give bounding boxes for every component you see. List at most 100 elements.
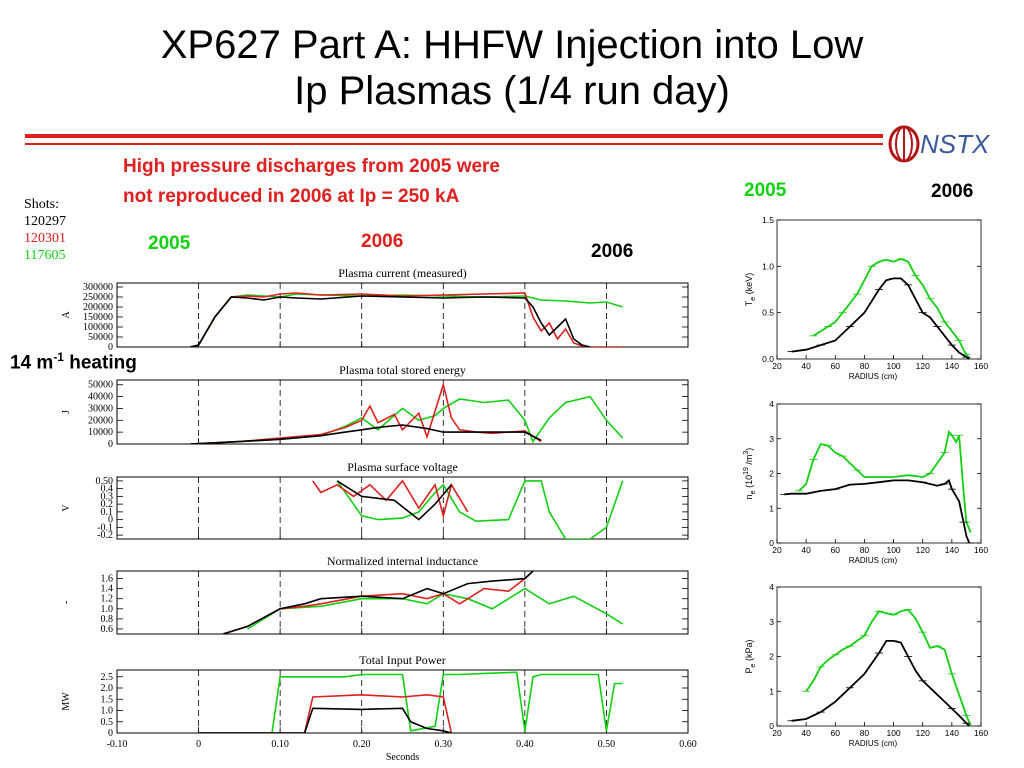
y-tick-label: 1.0 [762, 261, 774, 271]
label-2005-left: 2005 [148, 233, 191, 254]
y-tick-label: 2.0 [101, 683, 114, 694]
x-tick-label: 160 [974, 361, 988, 371]
x-tick-label: 60 [831, 545, 841, 555]
page-title: XP627 Part A: HHFW Injection into Low Ip… [0, 22, 1024, 114]
logo-text: NSTX [920, 129, 991, 159]
subtitle: High pressure discharges from 2005 were … [123, 152, 663, 212]
series-line-2 [198, 707, 452, 733]
time-panel-4: Total Input Power00.51.01.52.02.5MW-0.10… [61, 653, 697, 763]
series-line-1 [312, 479, 469, 519]
label-2006-profiles: 2006 [931, 181, 974, 202]
x-tick-label: 20 [772, 728, 782, 738]
panel-title: Normalized internal inductance [327, 554, 478, 568]
x-tick-label: 0.10 [271, 739, 289, 750]
x-tick-label: 20 [772, 361, 782, 371]
y-tick-label: 1.5 [762, 215, 774, 225]
panel-title: Plasma total stored energy [339, 363, 466, 377]
x-axis-label: Seconds [386, 752, 419, 763]
y-tick-label: 0.4 [101, 484, 114, 495]
y-tick-label: 30000 [88, 403, 113, 414]
x-tick-label: 100 [886, 361, 900, 371]
y-tick-label: 1 [769, 686, 774, 696]
y-tick-label: 3 [769, 434, 774, 444]
x-tick-label: 0.40 [516, 739, 534, 750]
y-axis-label-part: 3 [743, 451, 750, 455]
heating-label-suffix: heating [63, 352, 137, 374]
y-tick-label: 4 [769, 399, 774, 409]
title-rule-thin [25, 143, 883, 145]
y-tick-label: 2 [769, 652, 774, 662]
y-axis-label: - [61, 601, 72, 604]
y-axis-label-part: e [750, 490, 757, 494]
y-axis-label: V [61, 504, 72, 512]
panel-title: Plasma current (measured) [338, 266, 467, 280]
profile-frame [776, 586, 982, 727]
panel-frame [116, 669, 689, 734]
x-axis-label: RADIUS (cm) [849, 556, 898, 565]
x-tick-label: 40 [801, 728, 811, 738]
time-panel-2: Plasma surface voltage -0.2-0.100.10.20.3… [61, 460, 689, 541]
y-tick-label: 1.5 [101, 694, 114, 705]
y-axis-label-part: (kPa) [744, 640, 754, 664]
y-tick-label: 1.6 [101, 574, 114, 585]
y-axis-label: Te (keV) [744, 273, 757, 306]
shots-title: Shots: [24, 197, 60, 212]
y-axis-label-part: e [750, 297, 757, 301]
y-tick-label: 0.6 [101, 624, 114, 635]
y-axis-label-part: 19 [743, 467, 750, 475]
series-line-2 [336, 480, 453, 521]
y-axis-label-part: (keV) [744, 273, 754, 297]
x-tick-label: 40 [801, 545, 811, 555]
y-tick-label: -0.2 [97, 530, 113, 541]
y-tick-label: 250000 [83, 292, 113, 303]
x-tick-label: 80 [860, 728, 870, 738]
y-axis-label: A [61, 311, 72, 319]
panel-frame [116, 476, 689, 540]
label-2006-mid: 2006 [361, 231, 404, 252]
panel-frame [116, 282, 689, 348]
y-tick-label: 50000 [88, 332, 113, 343]
x-tick-label: 40 [801, 361, 811, 371]
shot-120297: 120297 [24, 214, 66, 229]
x-tick-label: 60 [831, 361, 841, 371]
x-tick-label: 160 [974, 728, 988, 738]
y-tick-label: 40000 [88, 392, 113, 403]
y-tick-label: 150000 [83, 312, 113, 323]
x-tick-label: 120 [916, 545, 930, 555]
series-line-0 [247, 587, 624, 630]
y-tick-label: 0.5 [101, 717, 114, 728]
y-tick-label: 0 [108, 515, 113, 526]
y-tick-label: 300000 [83, 282, 113, 293]
y-tick-label: 0.5 [762, 308, 774, 318]
time-panel-0: Plasma current (measured) 050000100000150… [61, 266, 689, 353]
x-tick-label: 100 [886, 545, 900, 555]
series-line-2 [190, 424, 542, 444]
profile-panel-2: 0 1 2 3 4 20 40 60 80 100 120 140 160 RADIUS (cm) Pe (… [744, 582, 988, 748]
profile-panel-1: 0 1 2 3 4 20 40 60 80 100 120 140 160 RADIUS (cm) ne (… [743, 399, 988, 565]
y-axis-label-part: n [744, 494, 754, 499]
y-axis-label: Pe (kPa) [744, 640, 757, 674]
x-tick-label: 160 [974, 545, 988, 555]
y-tick-label: 0 [108, 342, 113, 353]
y-tick-label: 10000 [88, 427, 113, 438]
panel-frame [116, 379, 689, 445]
panel-frame [116, 570, 689, 635]
y-tick-label: 0 [769, 538, 774, 548]
y-tick-label: -0.1 [97, 522, 113, 533]
y-tick-label: 3 [769, 617, 774, 627]
x-tick-label: 120 [916, 728, 930, 738]
y-tick-label: 0.0 [762, 354, 774, 364]
y-tick-label: 0 [108, 439, 113, 450]
title-rule-thick [25, 134, 883, 138]
profile-line-0 [812, 257, 971, 360]
y-axis-label-part: e [750, 663, 757, 667]
y-tick-label: 0.2 [101, 499, 114, 510]
x-tick-label: 0.20 [353, 739, 371, 750]
profile-frame [776, 403, 982, 544]
shot-117605: 117605 [24, 248, 66, 263]
y-tick-label: 2 [769, 469, 774, 479]
y-tick-label: 100000 [83, 322, 113, 333]
shot-120301: 120301 [24, 231, 66, 246]
heating-label-main: 14 m [10, 352, 54, 374]
